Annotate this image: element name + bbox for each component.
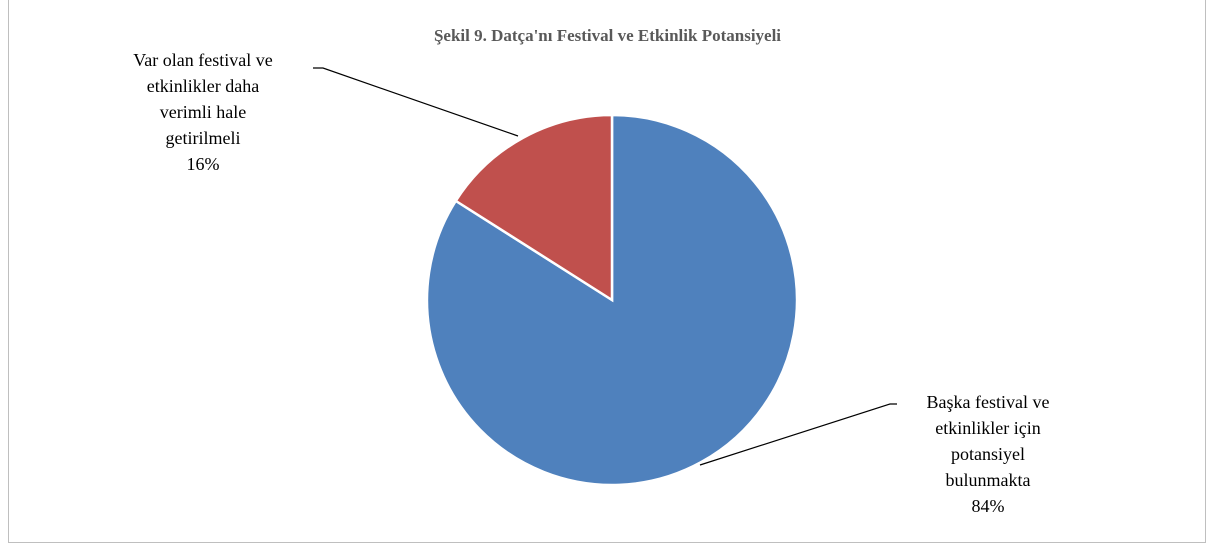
slice-label-line: potansiyel: [951, 444, 1025, 464]
slice-label-line: etkinlikler için: [935, 418, 1041, 438]
leader-line: [313, 67, 519, 137]
slice-label-line: etkinlikler daha: [146, 76, 260, 96]
leader-lines: [313, 67, 897, 466]
leader-line: [699, 403, 897, 466]
slice-label-var-olan-festival: Var olan festival ve etkinlikler daha ve…: [90, 47, 316, 177]
chart-title: Şekil 9. Datça'nı Festival ve Etkinlik P…: [433, 26, 782, 45]
slice-label-line: bulunmakta: [945, 470, 1031, 490]
pie-slice: [454, 113, 614, 303]
slice-percent-label: 84%: [971, 496, 1005, 516]
slice-percent-label: 16%: [186, 154, 220, 174]
slice-label-baska-festival: Başka festival ve etkinlikler için potan…: [880, 389, 1096, 519]
slice-label-line: verimli hale: [159, 102, 247, 122]
slice-label-line: Var olan festival ve: [133, 50, 273, 70]
slice-label-line: getirilmeli: [165, 128, 241, 148]
pie-slices: [425, 113, 799, 487]
slice-label-line: Başka festival ve: [926, 392, 1050, 412]
